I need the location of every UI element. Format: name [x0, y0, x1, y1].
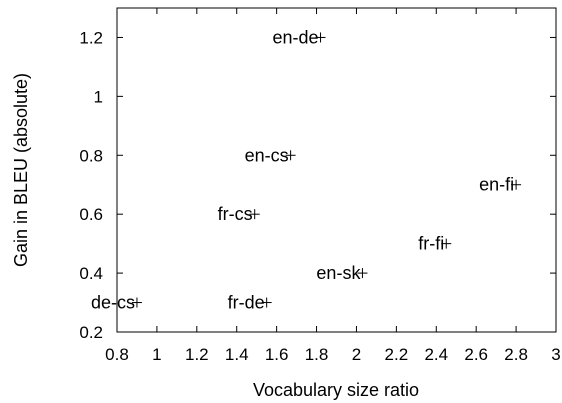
y-tick-label: 1.2 [79, 28, 103, 47]
x-tick-label: 2 [352, 345, 361, 364]
y-tick-label: 0.8 [79, 146, 103, 165]
y-tick-label: 0.2 [79, 323, 103, 342]
x-axis-label: Vocabulary size ratio [253, 380, 419, 400]
point-label: en-cs [245, 145, 289, 165]
plot-frame [116, 7, 557, 333]
x-tick-label: 2.2 [385, 345, 409, 364]
x-tick-label: 0.8 [105, 345, 129, 364]
point-label: de-cs [91, 293, 135, 313]
x-axis-ticks: 0.8 1 1.2 1.4 1.6 1.8 2 2.2 2.4 2.6 2.8 3 [105, 8, 561, 364]
x-tick-label: 1.6 [265, 345, 289, 364]
data-point: en-sk [316, 263, 368, 283]
y-tick-label: 0.4 [79, 264, 103, 283]
y-tick-label: 1 [94, 87, 103, 106]
y-tick-label: 0.6 [79, 205, 103, 224]
y-axis-label: Gain in BLEU (absolute) [11, 73, 31, 267]
point-label: fr-fi [418, 234, 444, 254]
x-tick-label: 1 [152, 345, 161, 364]
point-label: en-fi [479, 175, 514, 195]
x-tick-label: 1.8 [305, 345, 329, 364]
data-point: en-cs [245, 145, 296, 165]
x-tick-label: 1.4 [225, 345, 249, 364]
x-tick-label: 2.4 [424, 345, 448, 364]
data-points: en-de en-cs fr-cs en-fi fr-fi en-sk de-cs fr-de [91, 27, 522, 313]
data-point: fr-de [228, 293, 272, 313]
x-tick-label: 1.2 [185, 345, 209, 364]
point-label: fr-de [228, 293, 265, 313]
x-tick-label: 2.6 [464, 345, 488, 364]
point-label: en-de [272, 27, 318, 47]
point-label: fr-cs [218, 204, 253, 224]
x-tick-label: 2.8 [504, 345, 528, 364]
data-point: fr-cs [218, 204, 260, 224]
data-point: fr-fi [418, 234, 452, 254]
x-tick-label: 3 [551, 345, 560, 364]
data-point: de-cs [91, 293, 142, 313]
y-axis-ticks: 0.2 0.4 0.6 0.8 1 1.2 [79, 28, 556, 342]
data-point: en-de [272, 27, 326, 47]
data-point: en-fi [479, 175, 522, 195]
point-label: en-sk [316, 263, 361, 283]
